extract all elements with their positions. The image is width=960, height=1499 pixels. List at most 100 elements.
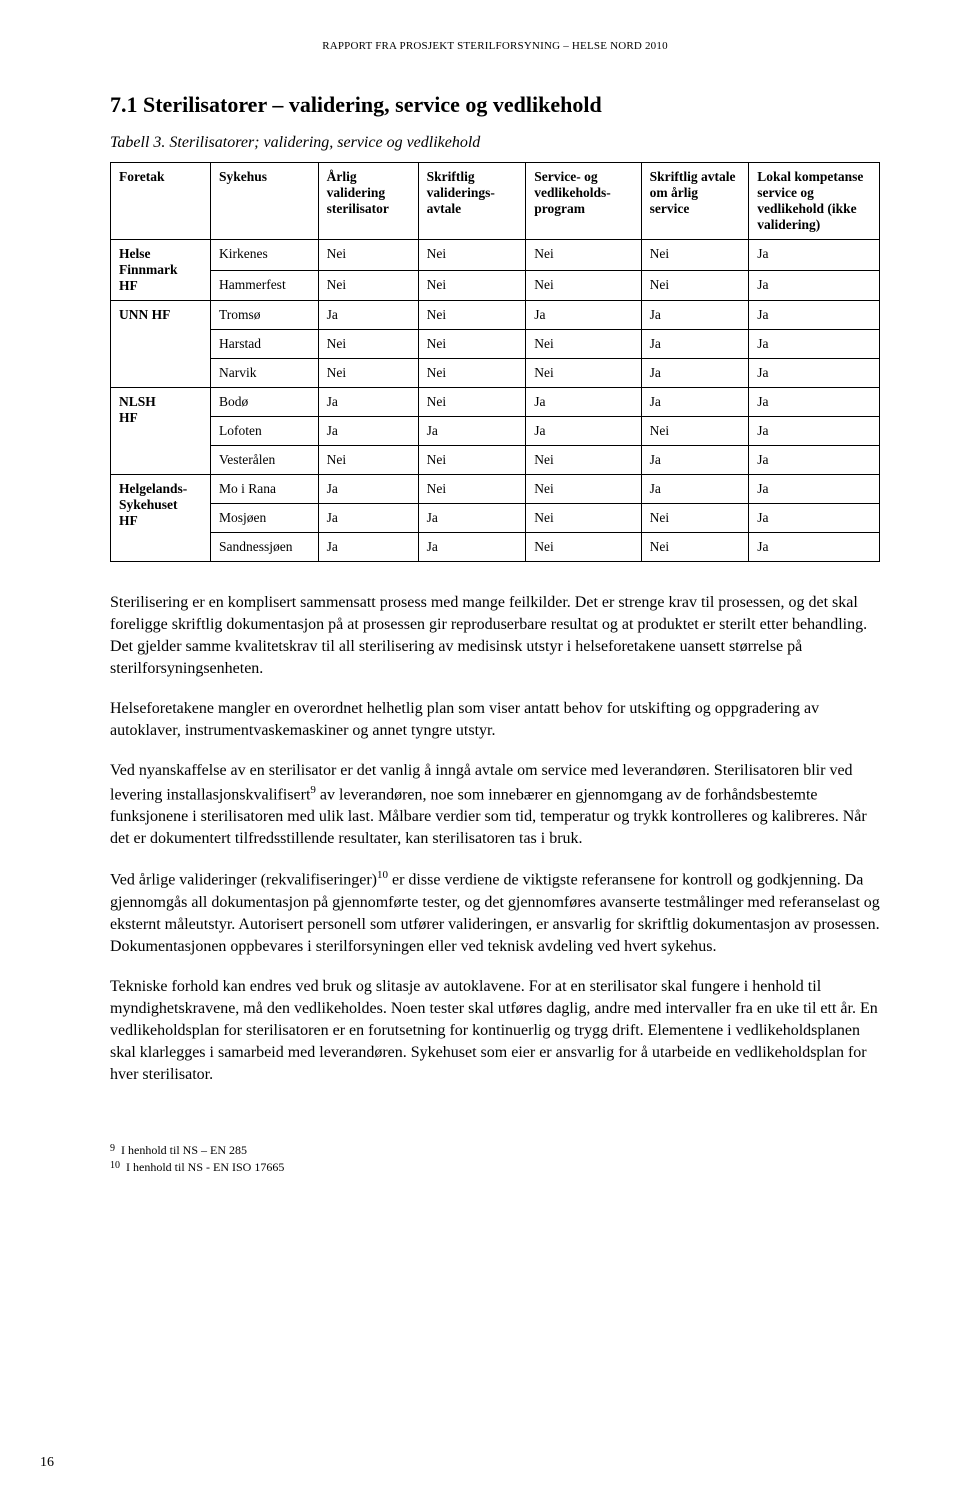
footnote-9-text: I henhold til NS – EN 285 bbox=[121, 1142, 247, 1159]
table-caption: Tabell 3. Sterilisatorer; validering, se… bbox=[110, 134, 880, 152]
table-cell: Ja bbox=[318, 475, 418, 504]
table-cell: Ja bbox=[526, 388, 641, 417]
table-row: HarstadNeiNeiNeiJaJa bbox=[111, 330, 880, 359]
table-body: Helse Finnmark HFKirkenesNeiNeiNeiNeiJaH… bbox=[111, 240, 880, 562]
table-cell: Vesterålen bbox=[210, 446, 318, 475]
table-cell: Nei bbox=[526, 475, 641, 504]
table-cell: Ja bbox=[318, 417, 418, 446]
table-cell: Ja bbox=[418, 504, 526, 533]
page-number: 16 bbox=[40, 1455, 54, 1471]
table-cell: Ja bbox=[318, 301, 418, 330]
table-cell: Nei bbox=[418, 270, 526, 301]
table-cell: Ja bbox=[641, 388, 749, 417]
table-cell: Nei bbox=[418, 446, 526, 475]
table-cell: Ja bbox=[641, 301, 749, 330]
table-cell: Nei bbox=[526, 504, 641, 533]
table-cell: Ja bbox=[641, 446, 749, 475]
table-cell: Nei bbox=[526, 359, 641, 388]
table-cell: Ja bbox=[749, 330, 880, 359]
table-cell: Lofoten bbox=[210, 417, 318, 446]
table-cell: Ja bbox=[418, 533, 526, 562]
table-cell: Ja bbox=[641, 330, 749, 359]
table-column-header: Sykehus bbox=[210, 163, 318, 240]
table-cell: Nei bbox=[318, 359, 418, 388]
table-cell: Ja bbox=[749, 417, 880, 446]
table-cell: Sandnessjøen bbox=[210, 533, 318, 562]
table-cell: Kirkenes bbox=[210, 240, 318, 271]
foretak-cell: NLSH HF bbox=[111, 388, 211, 475]
table-cell: Ja bbox=[749, 533, 880, 562]
table-cell: Ja bbox=[318, 504, 418, 533]
footnote-9-num: 9 bbox=[110, 1142, 115, 1159]
table-cell: Bodø bbox=[210, 388, 318, 417]
table-cell: Nei bbox=[526, 270, 641, 301]
table-row: MosjøenJaJaNeiNeiJa bbox=[111, 504, 880, 533]
table-column-header: Skriftlig validerings-avtale bbox=[418, 163, 526, 240]
footnote-ref-10: 10 bbox=[377, 869, 388, 881]
table-cell: Narvik bbox=[210, 359, 318, 388]
table-cell: Ja bbox=[749, 270, 880, 301]
table-cell: Nei bbox=[641, 270, 749, 301]
table-cell: Nei bbox=[418, 330, 526, 359]
table-cell: Nei bbox=[418, 240, 526, 271]
paragraph-4: Ved årlige valideringer (rekvalifisering… bbox=[110, 868, 880, 958]
table-cell: Nei bbox=[418, 475, 526, 504]
sterilisator-table: ForetakSykehusÅrlig validering sterilisa… bbox=[110, 162, 880, 562]
footnote-10-text: I henhold til NS - EN ISO 17665 bbox=[126, 1159, 284, 1176]
table-row: UNN HFTromsøJaNeiJaJaJa bbox=[111, 301, 880, 330]
table-cell: Ja bbox=[749, 240, 880, 271]
table-row: SandnessjøenJaJaNeiNeiJa bbox=[111, 533, 880, 562]
table-cell: Harstad bbox=[210, 330, 318, 359]
table-cell: Ja bbox=[526, 301, 641, 330]
foretak-cell: UNN HF bbox=[111, 301, 211, 388]
paragraph-4a: Ved årlige valideringer (rekvalifisering… bbox=[110, 871, 377, 888]
table-cell: Ja bbox=[749, 475, 880, 504]
table-row: HammerfestNeiNeiNeiNeiJa bbox=[111, 270, 880, 301]
paragraph-2: Helseforetakene mangler en overordnet he… bbox=[110, 698, 880, 742]
table-cell: Ja bbox=[641, 475, 749, 504]
table-cell: Nei bbox=[318, 240, 418, 271]
table-header-row: ForetakSykehusÅrlig validering sterilisa… bbox=[111, 163, 880, 240]
table-cell: Ja bbox=[318, 388, 418, 417]
table-cell: Ja bbox=[526, 417, 641, 446]
table-column-header: Skriftlig avtale om årlig service bbox=[641, 163, 749, 240]
table-cell: Tromsø bbox=[210, 301, 318, 330]
table-cell: Hammerfest bbox=[210, 270, 318, 301]
table-cell: Nei bbox=[641, 504, 749, 533]
table-cell: Nei bbox=[318, 270, 418, 301]
table-row: NLSH HFBodøJaNeiJaJaJa bbox=[111, 388, 880, 417]
table-row: LofotenJaJaJaNeiJa bbox=[111, 417, 880, 446]
footnotes: 9 I henhold til NS – EN 285 10 I henhold… bbox=[110, 1142, 880, 1176]
table-row: NarvikNeiNeiNeiJaJa bbox=[111, 359, 880, 388]
page: RAPPORT FRA PROSJEKT STERILFORSYNING – H… bbox=[0, 0, 960, 1499]
table-cell: Ja bbox=[749, 446, 880, 475]
table-cell: Nei bbox=[318, 446, 418, 475]
table-cell: Nei bbox=[526, 533, 641, 562]
running-header: RAPPORT FRA PROSJEKT STERILFORSYNING – H… bbox=[110, 40, 880, 52]
table-cell: Nei bbox=[418, 388, 526, 417]
table-column-header: Lokal kompetanse service og vedlikehold … bbox=[749, 163, 880, 240]
body-text: Sterilisering er en komplisert sammensat… bbox=[110, 592, 880, 1086]
table-cell: Nei bbox=[526, 240, 641, 271]
paragraph-5: Tekniske forhold kan endres ved bruk og … bbox=[110, 976, 880, 1086]
table-row: Helgelands- Sykehuset HFMo i RanaJaNeiNe… bbox=[111, 475, 880, 504]
footnote-10: 10 I henhold til NS - EN ISO 17665 bbox=[110, 1159, 840, 1176]
table-cell: Nei bbox=[318, 330, 418, 359]
table-column-header: Årlig validering sterilisator bbox=[318, 163, 418, 240]
table-cell: Nei bbox=[641, 240, 749, 271]
table-cell: Mo i Rana bbox=[210, 475, 318, 504]
footnote-10-num: 10 bbox=[110, 1159, 120, 1176]
table-cell: Nei bbox=[418, 301, 526, 330]
table-cell: Nei bbox=[418, 359, 526, 388]
table-cell: Nei bbox=[641, 533, 749, 562]
paragraph-1: Sterilisering er en komplisert sammensat… bbox=[110, 592, 880, 680]
foretak-cell: Helse Finnmark HF bbox=[111, 240, 211, 301]
table-cell: Nei bbox=[526, 330, 641, 359]
table-cell: Ja bbox=[641, 359, 749, 388]
table-cell: Ja bbox=[318, 533, 418, 562]
table-column-header: Foretak bbox=[111, 163, 211, 240]
section-title: 7.1 Sterilisatorer – validering, service… bbox=[110, 92, 880, 118]
table-cell: Ja bbox=[418, 417, 526, 446]
table-cell: Nei bbox=[526, 446, 641, 475]
table-cell: Ja bbox=[749, 301, 880, 330]
